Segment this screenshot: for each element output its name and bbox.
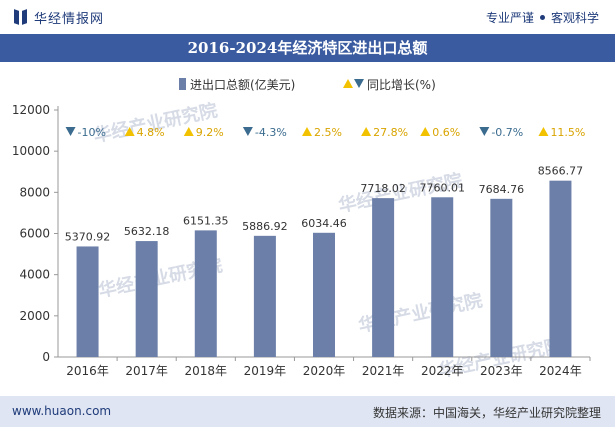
bar [313, 232, 335, 357]
bar-value-label: 7718.02 [360, 182, 406, 195]
y-tick-label: 4000 [19, 268, 50, 282]
legend-bar-swatch [179, 78, 186, 90]
bar [372, 198, 395, 357]
growth-value-label: 4.8% [137, 126, 165, 139]
bar-value-label: 7684.76 [479, 183, 525, 196]
bar-value-label: 6151.35 [183, 214, 229, 227]
x-tick-label: 2016年 [66, 364, 109, 378]
growth-labels: -10% 4.8% 9.2% -4.3% 2.5% 27.8% 0.6% -0.7% 11.5% [65, 126, 585, 139]
growth-up-triangle-icon [538, 127, 549, 136]
dot-separator-icon [539, 15, 545, 20]
growth-value-label: 27.8% [373, 126, 408, 139]
legend-growth-label: 同比增长(%) [367, 78, 436, 92]
top-bar: 华经情报网 专业严谨 客观科学 [0, 0, 615, 34]
legend: 进出口总额(亿美元) 同比增长(%) [179, 77, 436, 92]
growth-value-label: 0.6% [432, 126, 460, 139]
bar-value-label: 5886.92 [242, 220, 288, 233]
footer: www.huaon.com 数据来源：中国海关，华经产业研究院整理 [0, 396, 615, 427]
growth-value-label: -0.7% [491, 126, 523, 139]
bar [135, 241, 158, 357]
growth-value-label: -4.3% [255, 126, 287, 139]
y-tick-label: 12000 [12, 103, 50, 117]
tagline: 专业严谨 客观科学 [486, 9, 599, 26]
value-labels: 5370.92 2016年 5632.18 2017年 6151.35 2018年 5886… [65, 165, 591, 378]
x-tick-label: 2022年 [421, 364, 464, 378]
bar-value-label: 6034.46 [301, 217, 347, 230]
growth-down-triangle-icon [479, 127, 490, 136]
growth-up-triangle-icon [420, 127, 431, 136]
growth-up-triangle-icon [124, 127, 135, 136]
y-tick-label: 10000 [12, 144, 50, 158]
bar [549, 180, 572, 357]
growth-up-triangle-icon [302, 127, 312, 136]
bar-value-label: 5632.18 [124, 225, 170, 238]
y-tick-label: 8000 [19, 185, 50, 199]
bar-value-label: 8566.77 [538, 165, 584, 178]
bar-value-label: 5370.92 [65, 230, 111, 243]
x-tick-label: 2020年 [303, 364, 346, 378]
footer-source: 数据来源：中国海关，华经产业研究院整理 [372, 406, 601, 420]
logo-icon [14, 9, 28, 25]
growth-up-triangle-icon [361, 127, 372, 136]
x-tick-label: 2024年 [539, 364, 582, 378]
watermark-text: 华经产业研究院 [91, 99, 219, 147]
x-tick-label: 2023年 [480, 364, 523, 378]
legend-up-triangle-icon [343, 79, 353, 88]
tagline-right: 客观科学 [550, 11, 599, 25]
x-tick-label: 2017年 [125, 364, 168, 378]
bar [431, 197, 454, 357]
x-tick-label: 2021年 [362, 364, 405, 378]
y-tick-label: 6000 [19, 227, 50, 241]
tagline-left: 专业严谨 [485, 11, 534, 25]
growth-value-label: 11.5% [550, 126, 585, 139]
growth-down-triangle-icon [65, 127, 76, 136]
bars [76, 180, 572, 357]
brand: 华经情报网 [14, 8, 105, 27]
chart-title: 2016-2024年经济特区进出口总额 [187, 39, 428, 57]
legend-down-triangle-icon [354, 79, 364, 88]
bar-value-label: 7760.01 [419, 181, 465, 194]
growth-value-label: 2.5% [314, 126, 342, 139]
bar [490, 198, 513, 357]
legend-bar-label: 进出口总额(亿美元) [190, 77, 295, 92]
y-tick-label: 2000 [19, 309, 50, 323]
brand-name: 华经情报网 [34, 11, 105, 27]
growth-value-label: 9.2% [196, 126, 224, 139]
growth-up-triangle-icon [183, 127, 194, 136]
bar [253, 235, 276, 357]
growth-value-label: -10% [78, 126, 106, 139]
bar [194, 230, 217, 357]
x-tick-label: 2019年 [244, 364, 287, 378]
bar [76, 246, 99, 357]
growth-down-triangle-icon [242, 127, 253, 136]
x-tick-label: 2018年 [185, 364, 228, 378]
footer-website: www.huaon.com [12, 404, 112, 418]
y-tick-label: 0 [42, 350, 50, 364]
title-bar: 2016-2024年经济特区进出口总额 [0, 34, 615, 62]
